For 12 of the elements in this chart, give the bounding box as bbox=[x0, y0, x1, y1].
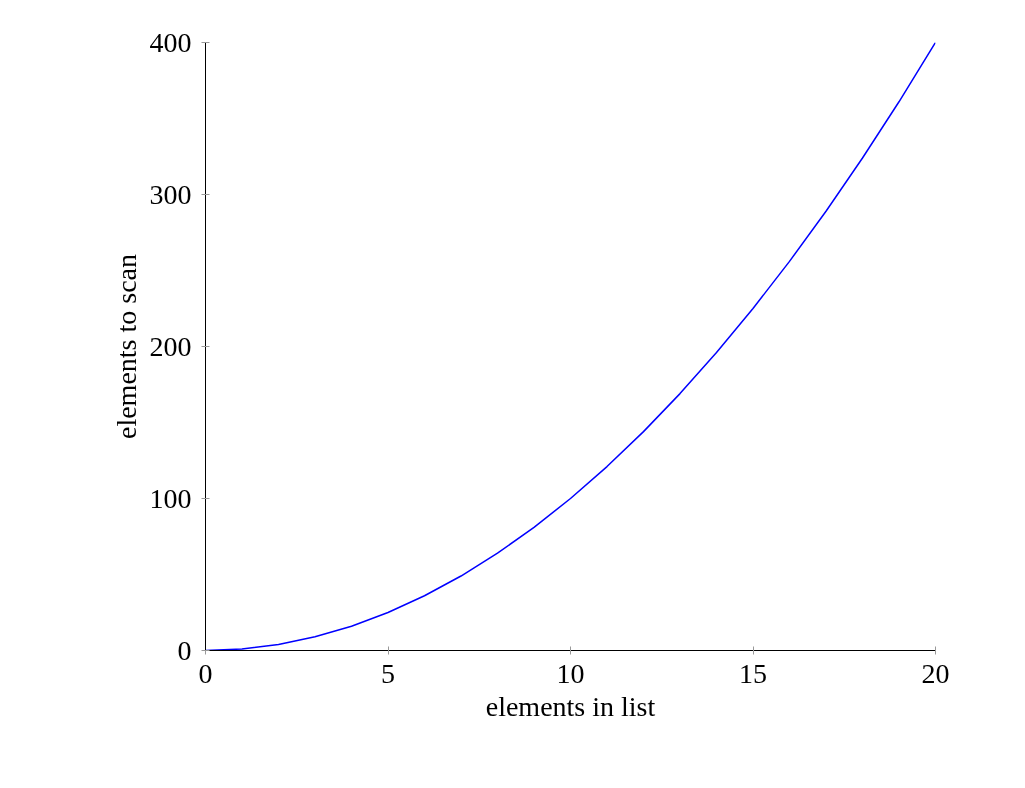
y-tick-label: 0 bbox=[177, 634, 192, 666]
x-tick-label: 10 bbox=[556, 657, 585, 689]
x-tick-label: 0 bbox=[198, 657, 213, 689]
y-tick-label: 300 bbox=[149, 178, 192, 210]
y-tick-label: 400 bbox=[149, 26, 192, 58]
x-tick-label: 5 bbox=[381, 657, 395, 689]
y-tick-label: 200 bbox=[149, 330, 192, 362]
x-tick-label: 20 bbox=[921, 657, 950, 689]
x-tick-label: 15 bbox=[739, 657, 767, 689]
y-tick-label: 100 bbox=[149, 482, 192, 514]
y-axis-title: elements to scan bbox=[110, 253, 142, 440]
x-axis-title: elements in list bbox=[485, 690, 656, 722]
